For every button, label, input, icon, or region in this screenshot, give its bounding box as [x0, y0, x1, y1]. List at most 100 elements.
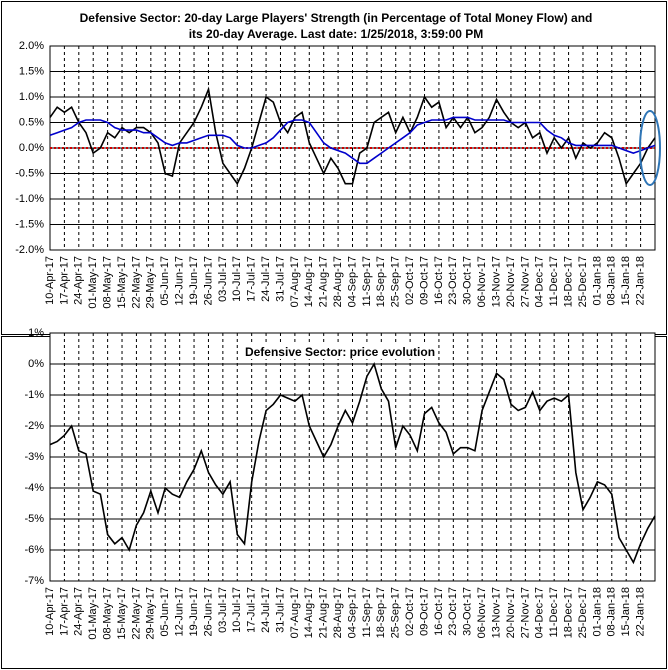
x-tick-label: 04-Sep-17	[346, 256, 358, 307]
x-tick-label: 18-Dec-17	[562, 587, 574, 638]
x-tick-label: 25-Dec-17	[577, 587, 589, 638]
x-tick-label: 01-May-17	[87, 256, 99, 309]
y-tick-label: 2.0%	[19, 40, 44, 52]
y-tick-label: -2.0%	[15, 244, 44, 256]
x-tick-label: 25-Sep-17	[390, 587, 402, 638]
x-tick-label: 30-Oct-17	[462, 587, 474, 636]
x-tick-label: 08-Jan-18	[606, 587, 618, 637]
x-tick-label: 25-Dec-17	[577, 256, 589, 307]
x-tick-label: 10-Apr-17	[44, 256, 56, 305]
y-tick-label: 0.0%	[19, 142, 44, 154]
x-tick-label: 21-Aug-17	[318, 587, 330, 638]
x-tick-label: 01-Jan-18	[591, 256, 603, 306]
line-series	[49, 361, 656, 565]
x-tick-label: 11-Sep-17	[361, 587, 373, 638]
x-tick-label: 29-May-17	[145, 256, 157, 309]
x-tick-label: 17-Apr-17	[58, 587, 70, 636]
x-tick-label: 02-Oct-17	[404, 587, 416, 636]
x-tick-label: 03-Jul-17	[217, 587, 229, 633]
x-tick-label: 23-Oct-17	[447, 256, 459, 305]
y-tick-label: -1.5%	[15, 218, 44, 230]
x-tick-label: 19-Jun-17	[188, 587, 200, 637]
x-tick-label: 31-Jul-17	[274, 587, 286, 633]
highlight-ellipse	[639, 110, 661, 186]
x-tick-label: 28-Aug-17	[332, 587, 344, 638]
x-tick-label: 16-Oct-17	[433, 256, 445, 305]
x-tick-label: 15-Jan-18	[620, 256, 632, 306]
x-tick-label: 18-Dec-17	[562, 256, 574, 307]
x-tick-label: 27-Nov-17	[519, 587, 531, 638]
x-tick-label: 22-May-17	[130, 587, 142, 640]
x-tick-label: 01-May-17	[87, 587, 99, 640]
x-tick-label: 17-Apr-17	[58, 256, 70, 305]
x-tick-label: 22-May-17	[130, 256, 142, 309]
y-tick-label: -1.0%	[15, 193, 44, 205]
x-tick-label: 07-Aug-17	[289, 587, 301, 638]
x-tick-label: 13-Nov-17	[490, 587, 502, 638]
x-tick-label: 25-Sep-17	[390, 256, 402, 307]
x-tick-label: 06-Nov-17	[476, 256, 488, 307]
x-tick-label: 24-Jul-17	[260, 587, 272, 633]
y-tick-label: -7%	[24, 575, 44, 587]
x-tick-label: 20-Nov-17	[505, 256, 517, 307]
y-tick-label: 0.5%	[19, 116, 44, 128]
x-tick-label: 26-Jun-17	[202, 587, 214, 637]
x-tick-label: 22-Jan-18	[635, 587, 647, 637]
x-tick-label: 29-May-17	[145, 587, 157, 640]
x-tick-label: 28-Aug-17	[332, 256, 344, 307]
x-tick-label: 04-Dec-17	[534, 256, 546, 307]
x-tick-label: 14-Aug-17	[303, 256, 315, 307]
y-tick-label: -4%	[24, 482, 44, 494]
chart-title: Defensive Sector: price evolution	[241, 345, 439, 359]
x-tick-label: 16-Oct-17	[433, 587, 445, 636]
x-tick-label: 11-Dec-17	[548, 587, 560, 638]
x-tick-label: 18-Sep-17	[375, 587, 387, 638]
x-tick-label: 09-Oct-17	[418, 256, 430, 305]
x-tick-label: 04-Sep-17	[346, 587, 358, 638]
x-tick-label: 27-Nov-17	[519, 256, 531, 307]
x-tick-label: 08-Jan-18	[606, 256, 618, 306]
x-tick-label: 11-Sep-17	[361, 256, 373, 307]
line-series	[49, 116, 656, 165]
x-tick-label: 30-Oct-17	[462, 256, 474, 305]
x-tick-label: 24-Apr-17	[73, 587, 85, 636]
y-tick-label: -2%	[24, 420, 44, 432]
x-tick-label: 12-Jun-17	[174, 587, 186, 637]
x-tick-label: 23-Oct-17	[447, 587, 459, 636]
x-tick-label: 17-Jul-17	[246, 256, 258, 302]
y-tick-label: -5%	[24, 513, 44, 525]
x-tick-label: 05-Jun-17	[159, 587, 171, 637]
x-tick-label: 09-Oct-17	[418, 587, 430, 636]
x-tick-label: 01-Jan-18	[591, 587, 603, 637]
y-tick-label: -3%	[24, 451, 44, 463]
x-tick-label: 10-Apr-17	[44, 587, 56, 636]
x-tick-label: 08-May-17	[102, 587, 114, 640]
y-tick-label: 1%	[28, 327, 44, 339]
x-tick-label: 06-Nov-17	[476, 587, 488, 638]
x-tick-label: 24-Jul-17	[260, 256, 272, 302]
x-tick-label: 02-Oct-17	[404, 256, 416, 305]
x-tick-label: 03-Jul-17	[217, 256, 229, 302]
x-tick-label: 21-Aug-17	[318, 256, 330, 307]
y-tick-label: -1%	[24, 389, 44, 401]
x-tick-label: 08-May-17	[102, 256, 114, 309]
y-tick-label: 1.0%	[19, 91, 44, 103]
x-tick-label: 10-Jul-17	[231, 587, 243, 633]
x-tick-label: 04-Dec-17	[534, 587, 546, 638]
x-tick-label: 18-Sep-17	[375, 256, 387, 307]
chart-title: Defensive Sector: 20-day Large Players' …	[79, 11, 593, 41]
x-tick-label: 31-Jul-17	[274, 256, 286, 302]
x-tick-label: 20-Nov-17	[505, 587, 517, 638]
x-tick-label: 15-Jan-18	[620, 587, 632, 637]
x-tick-label: 15-May-17	[116, 256, 128, 309]
x-tick-label: 11-Dec-17	[548, 256, 560, 307]
x-tick-label: 24-Apr-17	[73, 256, 85, 305]
x-tick-label: 14-Aug-17	[303, 587, 315, 638]
x-tick-label: 15-May-17	[116, 587, 128, 640]
x-tick-label: 05-Jun-17	[159, 256, 171, 306]
x-tick-label: 07-Aug-17	[289, 256, 301, 307]
x-tick-label: 26-Jun-17	[202, 256, 214, 306]
y-tick-label: 1.5%	[19, 65, 44, 77]
